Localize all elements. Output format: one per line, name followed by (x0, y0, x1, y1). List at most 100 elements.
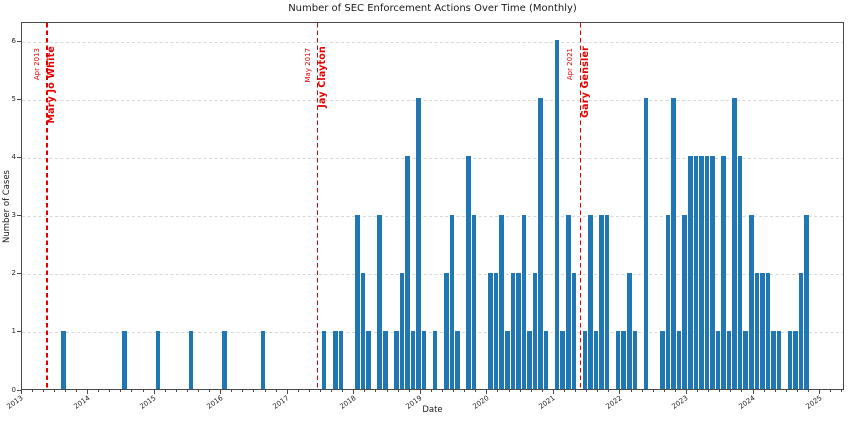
bar-2015-07 (188, 330, 194, 389)
bar-2024-03 (765, 272, 771, 389)
gridline (22, 41, 843, 43)
x-tick-minor (297, 390, 299, 393)
bar-2022-05 (643, 98, 649, 389)
y-tick-label: 4 (11, 152, 16, 161)
x-tick-minor (519, 390, 521, 393)
x-tick-minor (331, 390, 333, 393)
x-tick-minor (508, 390, 510, 393)
bar-2018-06 (383, 330, 388, 389)
x-tick-minor (641, 390, 643, 393)
x-tick-minor (464, 390, 466, 393)
bar-2022-10 (671, 98, 676, 389)
x-tick-minor (453, 390, 455, 393)
bar-2023-02 (693, 156, 699, 389)
x-tick-major (153, 390, 155, 394)
bar-2019-10 (471, 214, 477, 389)
chair-marker-line-1 (316, 23, 319, 389)
x-axis-label: Date (422, 405, 443, 415)
y-tick-label: 1 (11, 327, 16, 336)
bar-2018-08 (394, 330, 399, 389)
x-tick-minor (231, 390, 233, 393)
bar-2022-02 (627, 272, 632, 389)
bar-2021-06 (582, 330, 588, 389)
bar-2018-05 (377, 214, 382, 389)
bar-2020-08 (527, 330, 532, 389)
x-tick-minor (242, 390, 244, 393)
x-tick-minor (142, 390, 144, 393)
x-tick-minor (175, 390, 177, 393)
bar-2016-01 (222, 330, 227, 389)
bar-2021-03 (566, 214, 571, 389)
x-tick-minor (120, 390, 122, 393)
x-tick-minor (586, 390, 588, 393)
chair-marker-name-2: Gary Gensler (579, 46, 591, 118)
chair-marker-date-0: Apr 2013 (32, 48, 41, 81)
x-tick-minor (475, 390, 477, 393)
x-tick-minor (763, 390, 765, 393)
bar-2018-01 (355, 214, 360, 389)
bar-2024-05 (776, 330, 782, 389)
y-tick-label: 5 (11, 94, 16, 103)
gridline (22, 332, 843, 334)
bar-2024-09 (798, 272, 804, 389)
x-tick-minor (197, 390, 199, 393)
bar-2023-12 (749, 214, 754, 389)
x-tick-minor (308, 390, 310, 393)
bar-2017-10 (338, 330, 344, 389)
x-tick-major (486, 390, 488, 394)
bar-2021-01 (554, 40, 560, 389)
bar-2023-05 (710, 156, 715, 389)
x-tick-minor (131, 390, 133, 393)
x-tick-minor (186, 390, 188, 393)
bar-2018-02 (360, 272, 366, 389)
bar-2023-11 (743, 330, 748, 389)
x-tick-minor (53, 390, 55, 393)
y-tick (17, 389, 21, 391)
y-tick-label: 3 (11, 211, 16, 220)
bar-2023-03 (699, 156, 704, 389)
y-tick (17, 156, 21, 158)
x-tick-minor (708, 390, 710, 393)
y-tick (17, 273, 21, 275)
bar-2024-08 (793, 330, 798, 389)
x-tick-minor (42, 390, 44, 393)
x-tick-minor (652, 390, 654, 393)
gridline (22, 216, 843, 218)
chair-marker-date-2: Apr 2021 (566, 48, 575, 81)
x-tick-minor (796, 390, 798, 393)
x-tick-major (353, 390, 355, 394)
x-tick-minor (441, 390, 443, 393)
bar-2016-08 (260, 330, 266, 389)
x-tick-minor (209, 390, 211, 393)
chair-marker-line-0 (45, 23, 48, 389)
bar-2018-11 (410, 330, 416, 389)
x-tick-major (619, 390, 621, 394)
bar-2023-10 (737, 156, 743, 389)
bar-2017-07 (321, 330, 327, 389)
bar-2021-08 (593, 330, 599, 389)
y-tick-label: 2 (11, 269, 16, 278)
bar-2024-07 (787, 330, 793, 389)
y-tick-label: 0 (11, 385, 16, 394)
bar-2022-09 (665, 214, 671, 389)
bar-2021-09 (599, 214, 604, 389)
bar-2023-01 (688, 156, 693, 389)
x-tick-minor (109, 390, 111, 393)
x-tick-minor (785, 390, 787, 393)
y-tick (17, 40, 21, 42)
x-tick-major (419, 390, 421, 394)
y-tick (17, 215, 21, 217)
x-tick-minor (253, 390, 255, 393)
x-tick-minor (364, 390, 366, 393)
x-tick-minor (841, 390, 843, 393)
bar-2023-04 (704, 156, 710, 389)
bar-2022-11 (676, 330, 682, 389)
x-tick-major (20, 390, 22, 394)
x-tick-minor (31, 390, 33, 393)
x-tick-minor (663, 390, 665, 393)
x-tick-minor (275, 390, 277, 393)
bar-2021-07 (588, 214, 593, 389)
y-tick (17, 98, 21, 100)
x-tick-minor (719, 390, 721, 393)
